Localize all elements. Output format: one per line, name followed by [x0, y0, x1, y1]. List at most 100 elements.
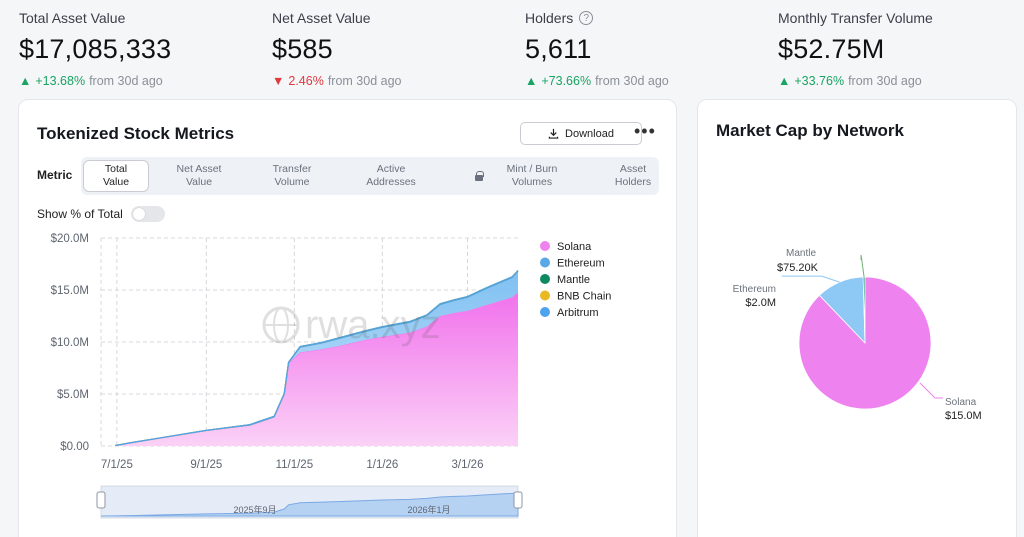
x-tick-label: 3/1/26 — [452, 459, 484, 471]
stat-label: Total Asset Value — [19, 10, 126, 26]
y-tick-label: $20.0M — [51, 233, 89, 245]
stat-total-asset-value: Total Asset Value $17,085,333 ▲ +13.68% … — [19, 8, 259, 88]
tab-label: Asset Holders — [614, 163, 652, 188]
more-options-button[interactable]: ••• — [634, 121, 656, 141]
total-value-area-chart: $0.00 $5.0M $10.0M $15.0M $20.0M 7/1/25 9/1/25… — [51, 233, 611, 519]
stat-value: $52.75M — [778, 34, 885, 64]
y-tick-label: $10.0M — [51, 337, 89, 349]
tab-label: Active Addresses — [366, 163, 416, 188]
tab-label: Mint / Burn Volumes — [506, 163, 558, 188]
pie-slice-solana — [798, 276, 932, 410]
triangle-up-icon: ▲ — [19, 74, 32, 88]
metric-tabs: Total Value Net Asset Value Transfer Vol… — [81, 157, 659, 195]
legend-item-ethereum: Ethereum — [557, 258, 605, 270]
pie-label-name-solana: Solana — [945, 397, 977, 408]
stat-change-value: +73.66% — [541, 74, 592, 88]
stat-change-suffix: from 30d ago — [595, 74, 669, 88]
x-tick-label: 7/1/25 — [101, 459, 133, 471]
tab-asset-holders[interactable]: Asset Holders — [593, 160, 673, 192]
tokenized-stock-metrics-card: Tokenized Stock Metrics Download ••• Met… — [18, 99, 677, 537]
stat-change: ▲ +13.68% from 30d ago — [19, 74, 259, 88]
card-title: Market Cap by Network — [716, 121, 904, 140]
navigator-sparkline — [100, 491, 519, 517]
stat-holders: Holders ? 5,611 ▲ +73.66% from 30d ago — [525, 8, 765, 88]
stat-change-suffix: from 30d ago — [327, 74, 402, 88]
tab-label: Transfer Volume — [272, 163, 312, 188]
show-percent-label: Show % of Total — [37, 207, 123, 221]
triangle-up-icon: ▲ — [778, 74, 791, 88]
watermark-globe-icon — [262, 306, 300, 344]
x-tick-label: 1/1/26 — [366, 459, 398, 471]
legend-item-bnb-chain: BNB Chain — [557, 291, 611, 303]
triangle-up-icon: ▲ — [525, 74, 538, 88]
pie-label-value-mantle: $75.20K — [777, 262, 819, 274]
y-tick-label: $0.00 — [60, 441, 89, 453]
legend-item-arbitrum: Arbitrum — [557, 307, 599, 319]
navigator-label: 2025年9月 — [233, 504, 276, 515]
range-navigator: 2025年9月 2026年1月 — [96, 485, 523, 519]
navigator-handle[interactable] — [96, 491, 106, 509]
stat-change-suffix: from 30d ago — [89, 74, 163, 88]
download-icon — [548, 128, 559, 139]
lock-icon — [474, 171, 484, 181]
stat-label: Holders — [525, 10, 574, 26]
pie-leader-ethereum — [782, 275, 840, 283]
pie-leader-solana — [919, 382, 943, 399]
line-arbitrum — [115, 270, 519, 447]
watermark-globe-meridian — [273, 307, 289, 343]
tab-transfer-volume[interactable]: Transfer Volume — [257, 160, 327, 192]
stat-value: $17,085,333 — [19, 34, 172, 64]
legend-swatch-bnb-chain — [540, 290, 550, 301]
watermark: rwa.xyz — [262, 303, 441, 347]
show-percent-toggle[interactable] — [130, 206, 165, 222]
download-label: Download — [565, 127, 614, 140]
stat-label: Net Asset Value — [272, 10, 371, 26]
tab-label: Total Value — [102, 163, 130, 188]
tab-net-asset-value[interactable]: Net Asset Value — [161, 160, 237, 192]
legend-swatch-arbitrum — [540, 307, 550, 317]
download-button[interactable]: Download — [520, 122, 642, 145]
stat-net-asset-value: Net Asset Value $585 ▼ 2.46% from 30d ag… — [272, 8, 512, 88]
navigator-handle[interactable] — [513, 491, 523, 509]
stat-monthly-transfer-volume: Monthly Transfer Volume $52.75M ▲ +33.76… — [778, 8, 1018, 88]
stat-value: $585 — [272, 34, 333, 64]
triangle-down-icon: ▼ — [272, 74, 285, 88]
legend-swatch-solana — [540, 241, 550, 251]
pie-label-value-ethereum: $2.0M — [745, 297, 776, 309]
help-icon[interactable]: ? — [579, 11, 594, 25]
legend-item-mantle: Mantle — [557, 274, 590, 286]
stat-change-suffix: from 30d ago — [848, 74, 922, 88]
tab-label: Net Asset Value — [176, 163, 222, 188]
card-title: Tokenized Stock Metrics — [37, 124, 235, 143]
y-tick-label: $15.0M — [51, 285, 89, 297]
stat-change-value: 2.46% — [288, 74, 324, 88]
market-cap-by-network-card: Market Cap by Network Mantle $75.20K Ether… — [697, 99, 1017, 537]
stat-change-value: +33.76% — [794, 74, 845, 88]
tab-total-value[interactable]: Total Value — [83, 160, 149, 192]
stat-label: Monthly Transfer Volume — [778, 10, 933, 26]
navigator-label: 2026年1月 — [407, 504, 450, 515]
x-tick-label: 11/1/25 — [276, 459, 314, 471]
y-tick-label: $5.0M — [57, 389, 89, 401]
pie-leader-mantle — [860, 254, 865, 278]
pie-label-value-solana: $15.0M — [945, 410, 982, 422]
watermark-text: rwa.xyz — [305, 303, 441, 347]
pie-label-name-mantle: Mantle — [786, 248, 816, 259]
stat-value: 5,611 — [525, 34, 592, 64]
area-solana — [115, 292, 519, 446]
stat-change: ▲ +73.66% from 30d ago — [525, 74, 765, 88]
stat-change-value: +13.68% — [35, 74, 86, 88]
metric-label: Metric — [37, 168, 73, 182]
stat-change: ▲ +33.76% from 30d ago — [778, 74, 1018, 88]
stat-change: ▼ 2.46% from 30d ago — [272, 74, 512, 88]
tab-mint-burn-volumes[interactable]: Mint / Burn Volumes — [466, 160, 566, 192]
stat-label-row: Holders ? — [525, 8, 765, 28]
x-tick-label: 9/1/25 — [190, 459, 222, 471]
tab-active-addresses[interactable]: Active Addresses — [349, 160, 433, 192]
legend-swatch-ethereum — [540, 257, 550, 268]
show-percent-toggle-row: Show % of Total — [37, 206, 165, 222]
legend-swatch-mantle — [540, 274, 550, 284]
legend-item-solana: Solana — [557, 241, 592, 253]
pie-label-name-ethereum: Ethereum — [733, 284, 776, 295]
